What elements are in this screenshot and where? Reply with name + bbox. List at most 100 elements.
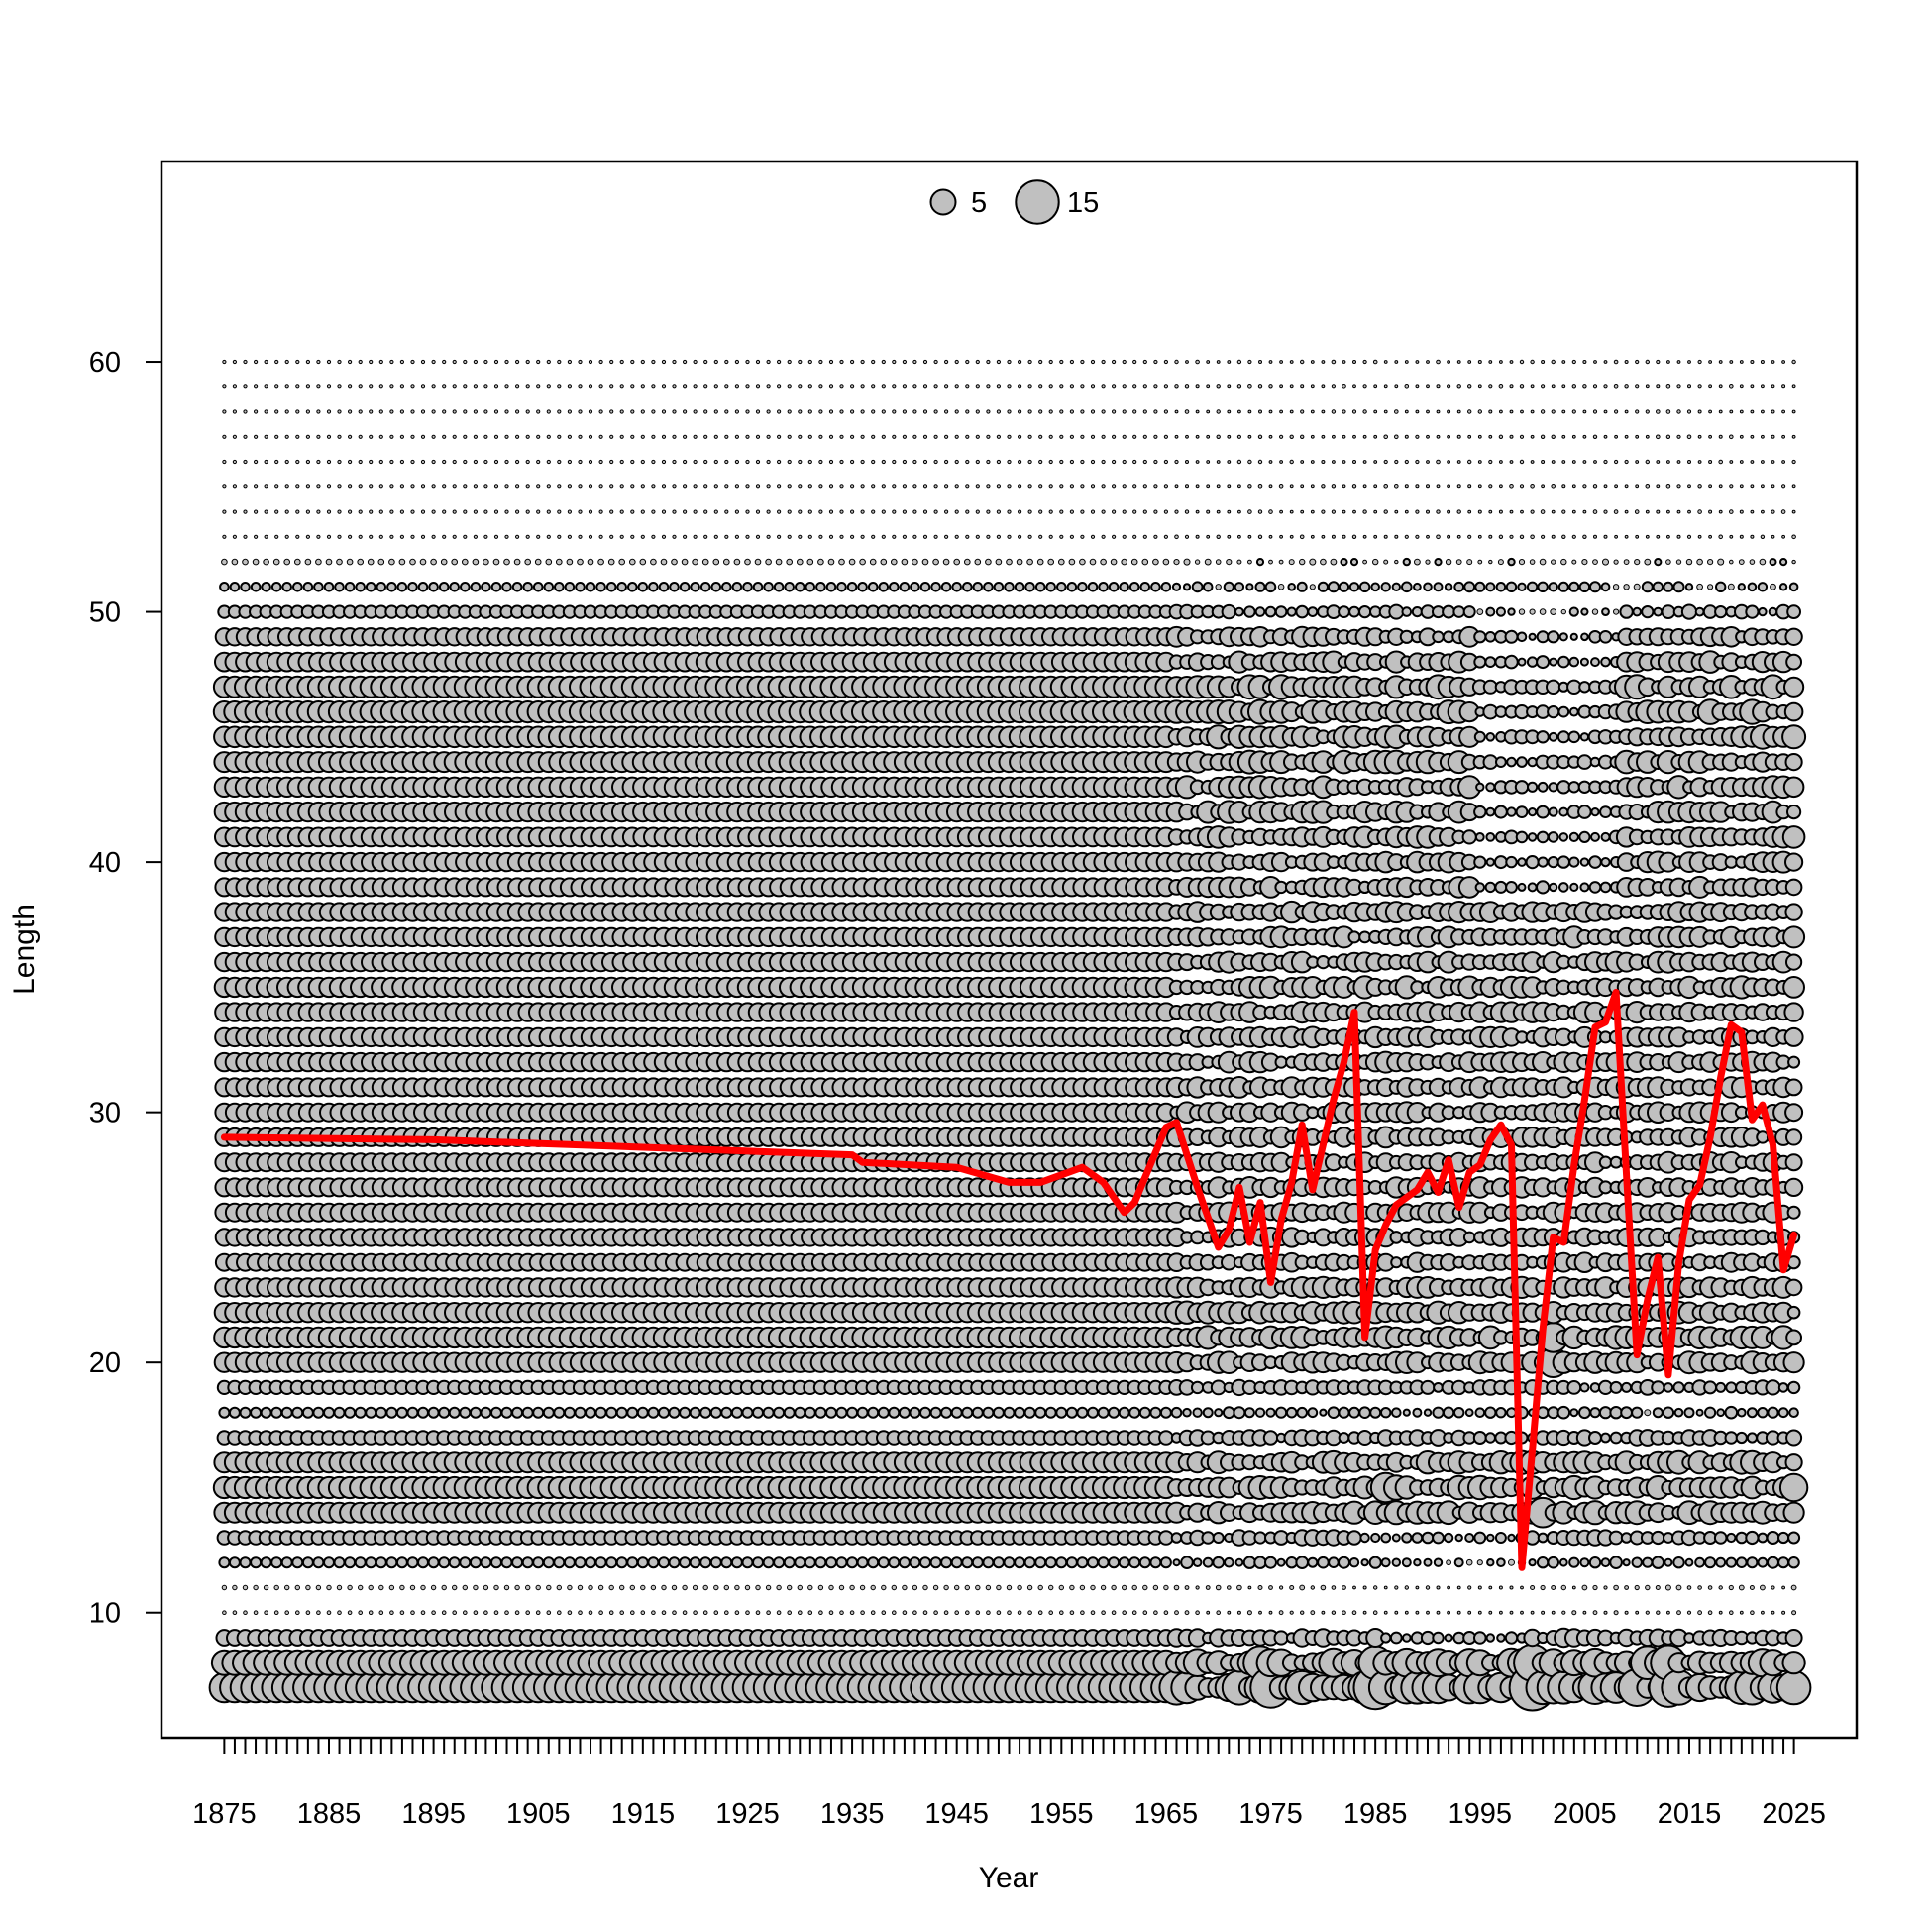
bubble [1018,384,1022,389]
bubble [420,409,426,414]
bubble [243,384,248,389]
bubble [651,409,656,414]
bubble [1069,484,1075,489]
bubble [637,582,649,592]
bubble [222,1610,227,1615]
bubble [709,1556,722,1569]
bubble [1101,359,1106,365]
bubble [301,1406,314,1419]
bubble [1153,384,1158,389]
bubble [222,409,227,414]
bubble [689,1556,701,1569]
bubble [389,509,394,514]
bubble [1087,1406,1099,1419]
bubble [787,534,792,539]
bubble [806,558,814,566]
bubble [501,582,512,592]
bubble [396,582,408,592]
bubble [264,409,268,414]
bubble [1018,459,1022,465]
bubble [1173,559,1180,566]
bubble [775,558,783,566]
bubble [860,359,865,365]
bubble [462,558,469,566]
bubble [744,558,751,566]
bubble [818,1610,823,1615]
bubble [881,534,886,539]
bubble [442,359,447,365]
bubble [1014,1556,1026,1569]
bubble [243,484,248,489]
bubble [672,384,677,389]
bubble [316,359,321,365]
bubble [1142,459,1147,465]
bubble [909,1406,921,1419]
bubble [1018,434,1022,439]
bubble [557,359,562,365]
bubble [525,409,530,414]
bubble [543,582,555,592]
bubble [284,484,289,489]
bubble [773,1406,786,1419]
bubble [419,558,427,566]
bubble [264,1610,268,1615]
bubble [940,582,952,592]
bubble [313,582,324,592]
bubble [1171,582,1182,591]
bubble [828,534,834,539]
bubble [587,558,594,566]
bubble [232,1610,238,1615]
bubble [254,509,259,514]
bubble [452,484,457,489]
bubble [683,384,688,389]
bubble [358,384,363,389]
bubble [724,359,729,365]
bubble [912,359,917,365]
bubble [431,1610,436,1615]
bubble [615,1556,628,1569]
bubble [1018,359,1022,365]
bubble [1079,1584,1086,1591]
bubble [724,459,729,465]
bubble [922,459,928,465]
bubble [881,359,886,365]
bubble [232,459,237,465]
bubble [838,1584,845,1591]
bubble [689,1406,701,1419]
bubble [950,1556,963,1569]
bubble [1038,534,1043,539]
bubble [713,484,718,489]
bubble [452,434,457,439]
bubble [1059,534,1064,539]
bubble [577,558,584,566]
bubble [651,359,656,365]
bubble [798,409,803,414]
bubble [730,1556,743,1569]
bubble [274,534,279,539]
bubble [846,582,858,592]
bubble [818,434,823,439]
bubble [598,509,603,514]
bubble [630,484,635,489]
bubble [1128,1556,1141,1569]
bubble [254,359,259,365]
bubble [828,434,834,439]
bubble [787,509,792,514]
bubble [944,459,949,465]
bubble [839,409,844,414]
bubble [1059,509,1064,514]
bubble [762,1556,775,1569]
bubble [807,534,812,539]
bubble [640,459,645,465]
bubble [703,409,708,414]
bubble [965,1610,970,1615]
bubble [982,1556,995,1569]
bubble [440,558,448,566]
bubble [546,1584,552,1591]
bubble [609,484,614,489]
bubble [919,582,931,592]
bubble [1080,509,1085,514]
bubble [557,384,562,389]
bubble [745,359,750,365]
bubble [348,459,353,465]
